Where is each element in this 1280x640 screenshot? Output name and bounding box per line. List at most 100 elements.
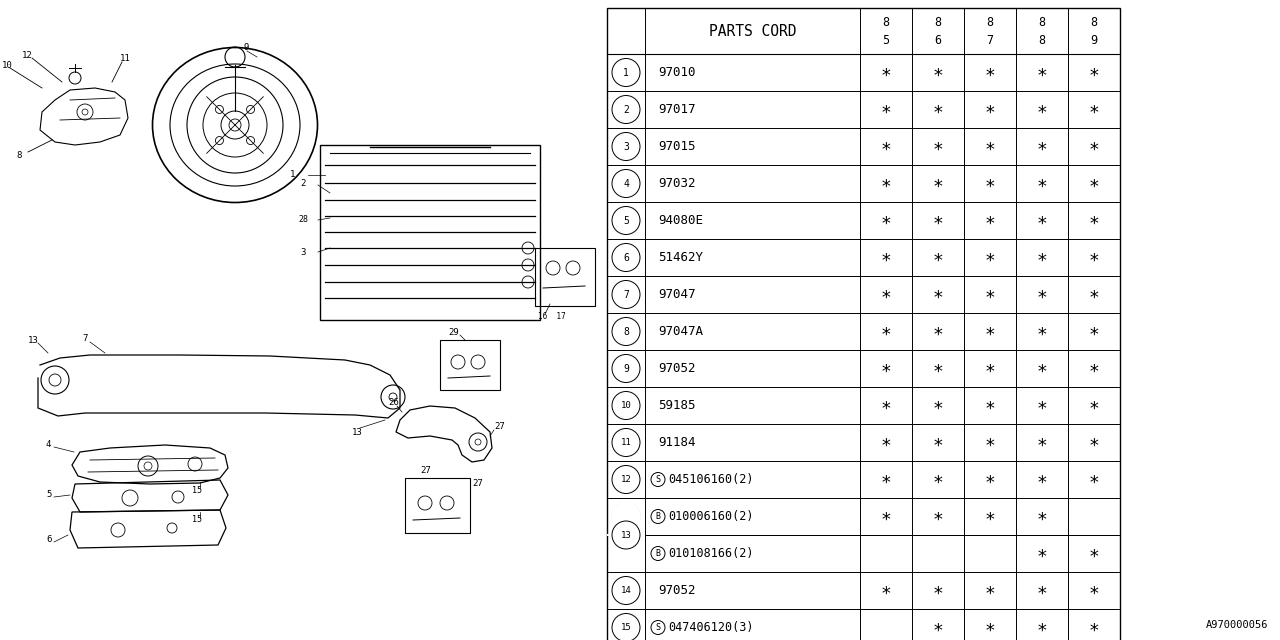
Text: ∗: ∗ [984,63,996,81]
Text: 51462Y: 51462Y [658,251,703,264]
Text: ∗: ∗ [933,211,943,230]
Text: ∗: ∗ [1037,397,1047,415]
Text: ∗: ∗ [881,433,891,451]
Text: ∗: ∗ [984,285,996,303]
Text: ∗: ∗ [933,433,943,451]
Text: ∗: ∗ [1088,618,1100,637]
Text: ∗: ∗ [881,582,891,600]
Bar [535,248,595,306]
Text: ∗: ∗ [933,248,943,266]
Text: ∗: ∗ [984,175,996,193]
Text: ∗: ∗ [984,100,996,118]
Text: 3: 3 [300,248,306,257]
Text: B: B [655,512,660,521]
Text: ∗: ∗ [881,248,891,266]
Text: 97017: 97017 [658,103,695,116]
Text: 1: 1 [623,67,628,77]
Text: 12: 12 [22,51,33,60]
Bar [607,8,1120,640]
Bar [404,478,470,533]
Text: ∗: ∗ [1088,360,1100,378]
Text: ∗: ∗ [881,285,891,303]
Text: ∗: ∗ [984,433,996,451]
Text: ∗: ∗ [1037,618,1047,637]
Text: 91184: 91184 [658,436,695,449]
Text: ∗: ∗ [1037,138,1047,156]
Text: 13: 13 [352,428,362,436]
Text: ∗: ∗ [933,138,943,156]
Text: 6: 6 [623,253,628,262]
Text: ∗: ∗ [881,175,891,193]
Text: 12: 12 [621,475,631,484]
Text: ∗: ∗ [1088,100,1100,118]
Text: ∗: ∗ [984,211,996,230]
Text: ∗: ∗ [933,323,943,340]
Bar [320,145,540,320]
Text: 2: 2 [300,179,306,188]
Text: 15: 15 [192,515,202,525]
Text: 8: 8 [623,326,628,337]
Bar [440,340,500,390]
Text: 010108166(2): 010108166(2) [668,547,754,560]
Text: ∗: ∗ [1037,582,1047,600]
Text: 27: 27 [420,465,431,474]
Text: 97052: 97052 [658,362,695,375]
Text: B: B [655,549,660,558]
Text: ∗: ∗ [881,508,891,525]
Text: ∗: ∗ [1088,285,1100,303]
Text: 29: 29 [448,328,458,337]
Text: ∗: ∗ [1088,63,1100,81]
Text: ∗: ∗ [1037,63,1047,81]
Text: 047406120(3): 047406120(3) [668,621,754,634]
Text: 94080E: 94080E [658,214,703,227]
Text: ∗: ∗ [1037,285,1047,303]
Text: ∗: ∗ [933,508,943,525]
Text: ∗: ∗ [984,138,996,156]
Text: ∗: ∗ [1088,138,1100,156]
Text: A970000056: A970000056 [1206,620,1268,630]
Text: 13: 13 [621,531,631,540]
Text: ∗: ∗ [1088,545,1100,563]
Text: ∗: ∗ [984,582,996,600]
Text: ∗: ∗ [1037,470,1047,488]
Text: 7: 7 [987,33,993,47]
Text: 8: 8 [987,15,993,29]
Text: ∗: ∗ [881,211,891,230]
Text: 7: 7 [82,333,87,342]
Text: ∗: ∗ [984,397,996,415]
Text: ∗: ∗ [881,470,891,488]
Text: ∗: ∗ [933,285,943,303]
Text: 11: 11 [120,54,131,63]
Text: ∗: ∗ [984,248,996,266]
Text: 13: 13 [28,335,38,344]
Circle shape [611,502,641,531]
Text: 8: 8 [15,150,22,159]
Text: 97047: 97047 [658,288,695,301]
Text: ∗: ∗ [1037,248,1047,266]
Text: ∗: ∗ [1037,100,1047,118]
Text: 97047A: 97047A [658,325,703,338]
Text: 97010: 97010 [658,66,695,79]
Text: 15: 15 [192,486,202,495]
Text: ∗: ∗ [984,618,996,637]
Text: 010006160(2): 010006160(2) [668,510,754,523]
Text: 13: 13 [621,512,631,521]
Text: ∗: ∗ [933,618,943,637]
Text: S: S [655,475,660,484]
Text: ∗: ∗ [1037,508,1047,525]
Bar [607,534,645,536]
Text: 5: 5 [623,216,628,225]
Text: 8: 8 [934,15,942,29]
Text: PARTS CORD: PARTS CORD [709,24,796,38]
Text: ∗: ∗ [881,63,891,81]
Text: 5: 5 [46,490,51,499]
Text: ∗: ∗ [1088,470,1100,488]
Text: ∗: ∗ [881,100,891,118]
Text: ∗: ∗ [933,63,943,81]
Text: ∗: ∗ [1037,323,1047,340]
Text: 10: 10 [621,401,631,410]
Text: ∗: ∗ [1088,248,1100,266]
Text: ∗: ∗ [1037,360,1047,378]
Text: 8: 8 [1038,33,1046,47]
Text: S: S [655,623,660,632]
